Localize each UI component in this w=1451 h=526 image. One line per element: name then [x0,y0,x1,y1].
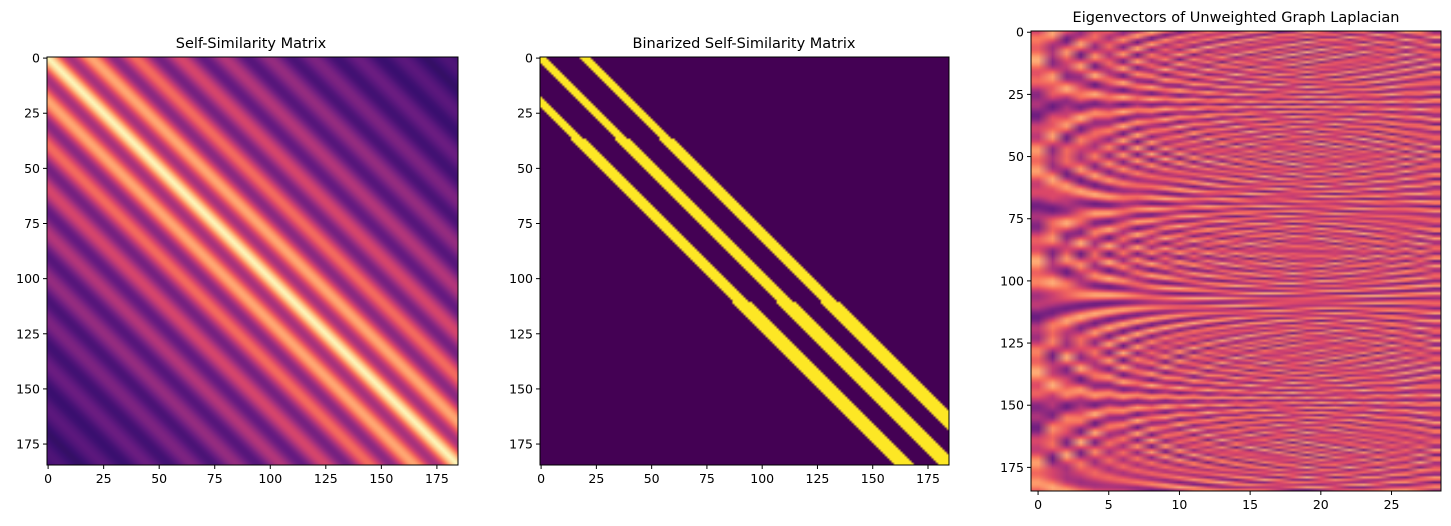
panel1-ytick-label: 125 [16,326,40,341]
panel1-ytick-label: 150 [16,381,40,396]
panel1-ytick-label: 0 [32,51,40,66]
panel1-title: Self-Similarity Matrix [176,36,327,52]
panel3-ytick-label: 25 [1008,87,1024,102]
panel1-ytick-label: 100 [16,271,40,286]
panel-self-similarity: Self-Similarity Matrix 0 25 50 75 100 125 150 1… [16,36,459,486]
panel3-ticks: 0 5 10 15 20 25 0 25 50 75 100 125 150 175 [1000,25,1399,512]
panel-binarized: Binarized Self-Similarity Matrix 0 25 50 75… [509,36,950,486]
panel2-xtick-label: 0 [537,471,545,486]
panel3-ytick-label: 0 [1016,25,1024,40]
eigenvectors-heatmap [1031,31,1441,491]
panel2-ytick-label: 150 [509,381,533,396]
panel3-ytick-label: 100 [1000,273,1024,288]
panel3-ytick-label: 50 [1008,149,1024,164]
panel1-xtick-label: 75 [207,471,223,486]
panel3-xtick-label: 20 [1313,497,1329,512]
panel1-xtick-label: 100 [258,471,282,486]
panel1-frame [46,56,459,466]
panel2-ytick-label: 25 [517,106,533,121]
panel2-xtick-label: 175 [916,471,940,486]
panel1-ytick-label: 175 [16,437,40,452]
panel1-ytick-label: 50 [24,161,40,176]
panel1-xtick-label: 125 [314,471,338,486]
panel2-title: Binarized Self-Similarity Matrix [633,36,856,52]
panel2-ytick-label: 0 [525,51,533,66]
panel3-title: Eigenvectors of Unweighted Graph Laplaci… [1073,10,1400,26]
panel2-ytick-label: 100 [509,271,533,286]
panel2-ytick-label: 75 [517,216,533,231]
panel3-xtick-label: 10 [1171,497,1187,512]
panel3-xtick-label: 25 [1384,497,1400,512]
panel2-xtick-label: 50 [644,471,660,486]
panel1-xtick-label: 0 [44,471,52,486]
panel1-ticks: 0 25 50 75 100 125 150 175 0 25 50 75 100 125 150 175 [16,51,449,486]
panel1-xtick-label: 175 [425,471,449,486]
panel3-xtick-label: 15 [1242,497,1258,512]
panel2-xtick-label: 150 [861,471,885,486]
panel3-ytick-label: 150 [1000,398,1024,413]
panel2-frame [539,56,950,466]
panel1-ytick-label: 25 [24,106,40,121]
panel2-xtick-label: 125 [806,471,830,486]
panel2-ytick-label: 125 [509,326,533,341]
panel1-ytick-label: 75 [24,216,40,231]
panel2-xtick-label: 25 [588,471,604,486]
panel1-xtick-label: 25 [96,471,112,486]
panel2-ytick-label: 50 [517,161,533,176]
panel2-xtick-label: 75 [699,471,715,486]
panel2-xtick-label: 100 [750,471,774,486]
panel3-ytick-label: 75 [1008,211,1024,226]
self-similarity-heatmap [47,57,458,465]
panel-eigenvectors: Eigenvectors of Unweighted Graph Laplaci… [1000,10,1442,512]
binarized-heatmap [540,57,949,465]
panel1-xtick-label: 50 [151,471,167,486]
panel3-ytick-label: 175 [1000,460,1024,475]
panel3-ytick-label: 125 [1000,336,1024,351]
panel3-xtick-label: 0 [1034,497,1042,512]
panel1-xtick-label: 150 [369,471,393,486]
panel2-ticks: 0 25 50 75 100 125 150 175 0 25 50 75 100 125 150 175 [509,51,940,486]
panel3-xtick-label: 5 [1105,497,1113,512]
panel2-ytick-label: 175 [509,437,533,452]
panel3-frame [1030,30,1442,492]
